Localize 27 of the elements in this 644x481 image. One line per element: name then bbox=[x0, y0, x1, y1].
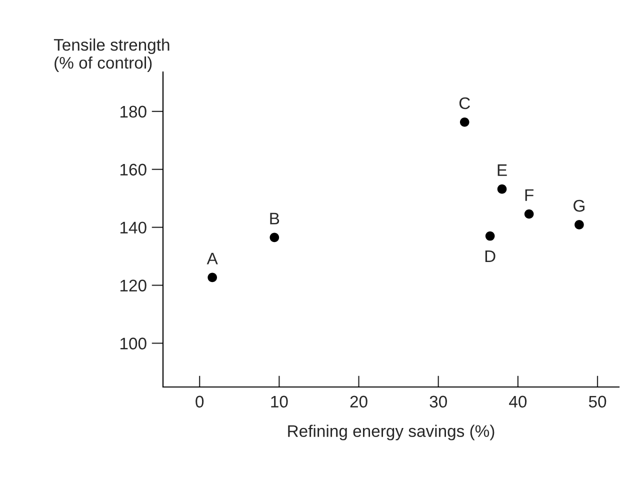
point bbox=[270, 232, 280, 242]
annotation: A bbox=[206, 252, 218, 264]
annotation: C bbox=[459, 97, 470, 110]
y-tick-label: 140 bbox=[120, 222, 146, 234]
x-tick-label: 10 bbox=[271, 396, 288, 408]
point bbox=[497, 184, 507, 194]
point bbox=[208, 272, 217, 282]
y-tick-label: 100 bbox=[120, 338, 146, 350]
point bbox=[574, 220, 584, 230]
annotation: D bbox=[485, 250, 496, 262]
x-tick-label: 50 bbox=[588, 396, 606, 408]
point bbox=[460, 117, 470, 127]
x-axis-title: Refining energy savings (%) bbox=[288, 424, 494, 440]
annotation: F bbox=[525, 189, 534, 201]
annotation: G bbox=[574, 200, 584, 212]
x-tick-label: 30 bbox=[430, 396, 447, 408]
x-tick-label: 20 bbox=[350, 396, 368, 408]
y-tick-label: 120 bbox=[120, 280, 146, 292]
y-tick-label: 160 bbox=[120, 164, 146, 176]
annotation: E bbox=[498, 164, 507, 176]
y-tick-label: 180 bbox=[120, 106, 146, 118]
y-axis-title: Tensile strength (% of control) bbox=[54, 38, 170, 72]
point bbox=[524, 209, 534, 219]
x-tick-label: 0 bbox=[196, 396, 204, 408]
annotation: B bbox=[270, 212, 280, 224]
x-tick-label: 40 bbox=[509, 396, 527, 408]
point bbox=[485, 231, 495, 241]
